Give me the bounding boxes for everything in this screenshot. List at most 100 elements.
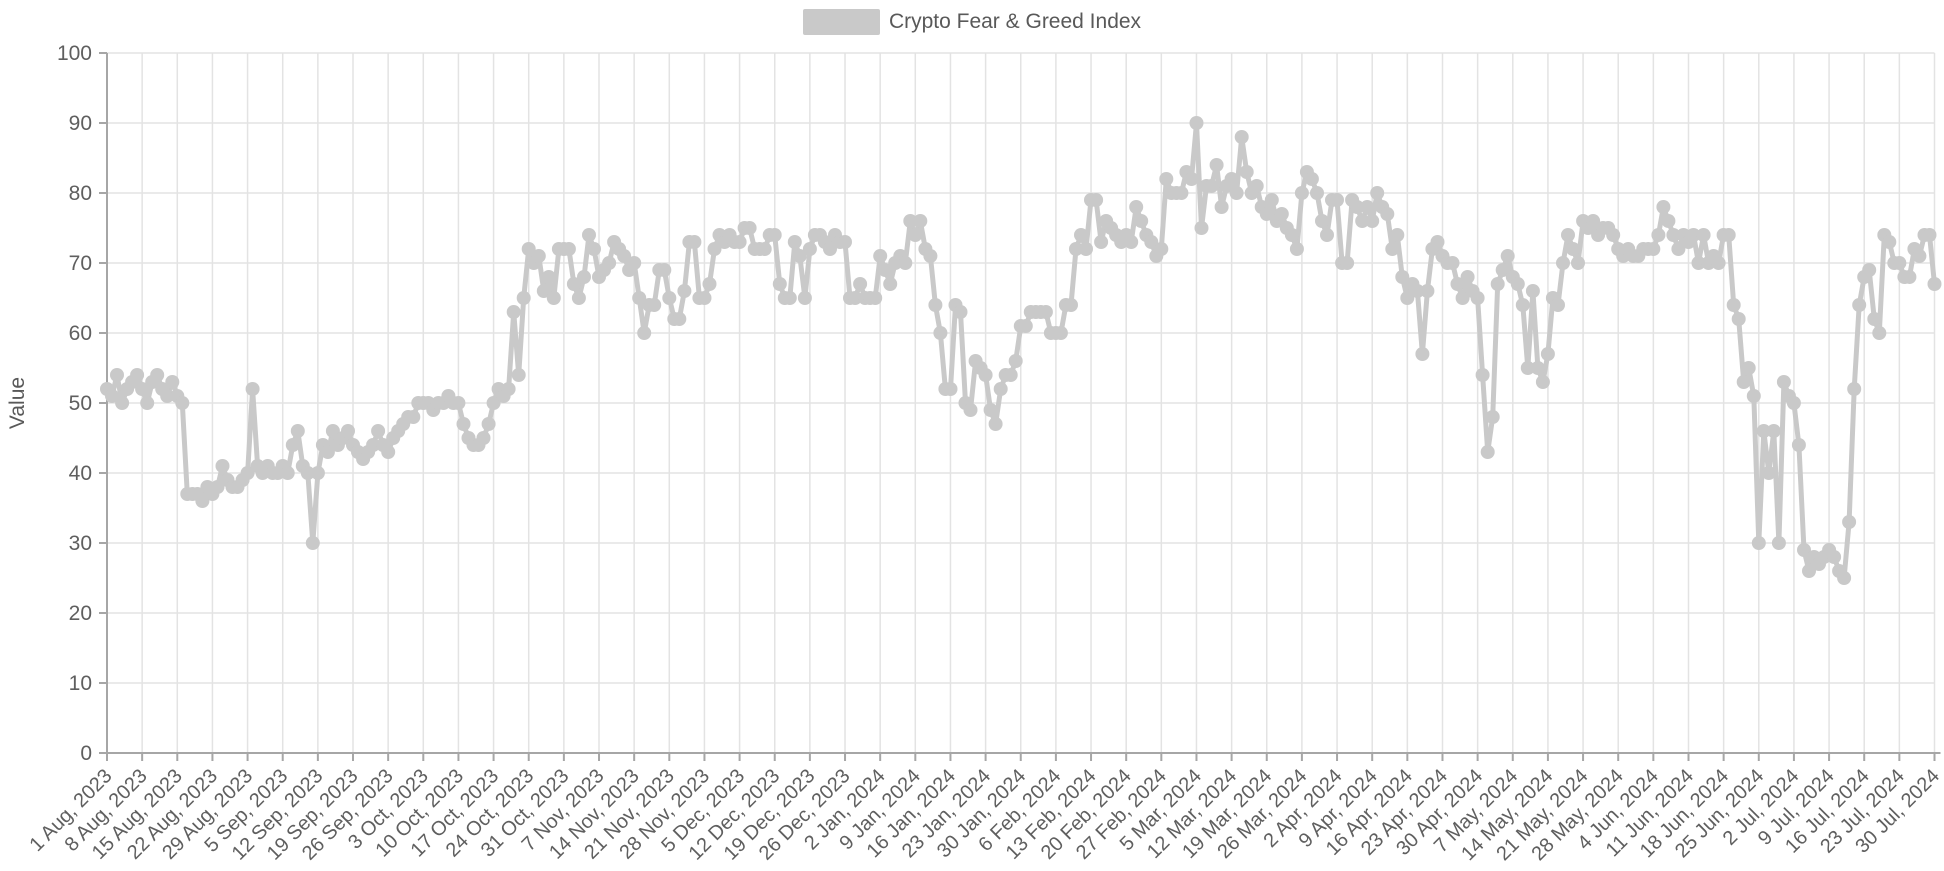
data-point-marker[interactable]: [1510, 277, 1525, 291]
data-point-marker[interactable]: [130, 368, 145, 382]
data-point-marker[interactable]: [1124, 235, 1139, 249]
data-point-marker[interactable]: [898, 256, 913, 270]
data-point-marker[interactable]: [742, 221, 757, 235]
data-point-marker[interactable]: [1500, 249, 1515, 263]
data-point-marker[interactable]: [1455, 291, 1470, 305]
data-point-marker[interactable]: [1520, 361, 1535, 375]
data-point-marker[interactable]: [1530, 361, 1545, 375]
data-point-marker[interactable]: [1525, 284, 1540, 298]
data-point-marker[interactable]: [1827, 550, 1842, 564]
data-point-marker[interactable]: [210, 480, 225, 494]
data-point-marker[interactable]: [582, 228, 596, 242]
data-point-marker[interactable]: [1320, 228, 1334, 242]
data-point-marker[interactable]: [320, 445, 335, 459]
data-point-marker[interactable]: [767, 228, 782, 242]
data-point-marker[interactable]: [1174, 186, 1189, 200]
data-point-marker[interactable]: [486, 396, 501, 410]
data-point-marker[interactable]: [792, 249, 807, 263]
data-point-marker[interactable]: [1566, 242, 1580, 256]
data-point-marker[interactable]: [1038, 305, 1053, 319]
data-point-marker[interactable]: [1239, 165, 1254, 179]
data-point-marker[interactable]: [848, 291, 863, 305]
data-point-marker[interactable]: [1274, 207, 1289, 221]
data-point-marker[interactable]: [1485, 410, 1500, 424]
data-point-marker[interactable]: [1294, 186, 1309, 200]
data-point-marker[interactable]: [140, 396, 155, 410]
data-point-marker[interactable]: [1304, 172, 1319, 186]
data-point-marker[interactable]: [451, 396, 466, 410]
data-point-marker[interactable]: [1867, 312, 1882, 326]
data-point-marker[interactable]: [1355, 214, 1370, 228]
data-point-marker[interactable]: [1214, 200, 1229, 214]
data-point-marker[interactable]: [1666, 228, 1681, 242]
data-point-marker[interactable]: [115, 396, 130, 410]
data-point-marker[interactable]: [963, 403, 978, 417]
data-point-marker[interactable]: [110, 368, 124, 382]
data-point-marker[interactable]: [993, 382, 1008, 396]
data-point-marker[interactable]: [903, 214, 918, 228]
data-point-marker[interactable]: [1144, 235, 1159, 249]
data-point-marker[interactable]: [1224, 172, 1239, 186]
data-point-marker[interactable]: [1837, 571, 1852, 585]
data-point-marker[interactable]: [481, 417, 496, 431]
data-point-marker[interactable]: [1008, 354, 1023, 368]
data-point-marker[interactable]: [1460, 270, 1475, 284]
data-point-marker[interactable]: [290, 424, 305, 438]
data-point-marker[interactable]: [1289, 242, 1304, 256]
data-point-marker[interactable]: [160, 389, 175, 403]
data-point-marker[interactable]: [1189, 116, 1204, 130]
data-point-marker[interactable]: [305, 536, 320, 550]
data-point-marker[interactable]: [1159, 172, 1174, 186]
data-point-marker[interactable]: [1731, 312, 1746, 326]
data-point-marker[interactable]: [1450, 277, 1465, 291]
data-point-marker[interactable]: [1204, 179, 1219, 193]
data-point-marker[interactable]: [1556, 256, 1570, 270]
data-point-marker[interactable]: [787, 235, 802, 249]
data-point-marker[interactable]: [1691, 256, 1706, 270]
data-point-marker[interactable]: [853, 277, 868, 291]
data-point-marker[interactable]: [531, 249, 546, 263]
data-point-marker[interactable]: [873, 249, 888, 263]
data-point-marker[interactable]: [1360, 200, 1375, 214]
data-point-marker[interactable]: [1721, 228, 1736, 242]
data-point-marker[interactable]: [1284, 228, 1299, 242]
data-point-marker[interactable]: [953, 305, 968, 319]
data-point-marker[interactable]: [521, 242, 536, 256]
data-point-marker[interactable]: [1430, 235, 1445, 249]
data-point-marker[interactable]: [1134, 214, 1149, 228]
data-point-marker[interactable]: [135, 382, 150, 396]
data-point-marker[interactable]: [883, 277, 898, 291]
data-point-marker[interactable]: [1370, 186, 1385, 200]
data-point-marker[interactable]: [1385, 242, 1400, 256]
data-point-marker[interactable]: [150, 368, 165, 382]
data-point-marker[interactable]: [1912, 249, 1927, 263]
data-point-marker[interactable]: [657, 263, 672, 277]
data-point-marker[interactable]: [1842, 515, 1857, 529]
data-point-marker[interactable]: [1766, 424, 1781, 438]
data-point-marker[interactable]: [371, 424, 386, 438]
data-point-marker[interactable]: [868, 291, 883, 305]
data-point-marker[interactable]: [697, 291, 712, 305]
data-point-marker[interactable]: [1872, 326, 1887, 340]
data-point-marker[interactable]: [175, 396, 190, 410]
data-point-marker[interactable]: [677, 284, 692, 298]
data-point-marker[interactable]: [1089, 193, 1104, 207]
data-point-marker[interactable]: [1350, 200, 1365, 214]
data-point-marker[interactable]: [215, 459, 230, 473]
data-point-marker[interactable]: [1340, 256, 1355, 270]
data-point-marker[interactable]: [627, 256, 642, 270]
data-point-marker[interactable]: [943, 382, 958, 396]
data-point-marker[interactable]: [1415, 347, 1430, 361]
data-point-marker[interactable]: [240, 466, 255, 480]
data-point-marker[interactable]: [341, 424, 355, 438]
data-point-marker[interactable]: [511, 368, 526, 382]
data-point-marker[interactable]: [285, 438, 300, 452]
data-point-marker[interactable]: [541, 270, 556, 284]
data-point-marker[interactable]: [1480, 445, 1495, 459]
data-point-marker[interactable]: [1229, 186, 1244, 200]
data-point-marker[interactable]: [1064, 298, 1078, 312]
data-point-marker[interactable]: [310, 466, 325, 480]
data-point-marker[interactable]: [878, 263, 893, 277]
data-point-marker[interactable]: [1656, 200, 1671, 214]
